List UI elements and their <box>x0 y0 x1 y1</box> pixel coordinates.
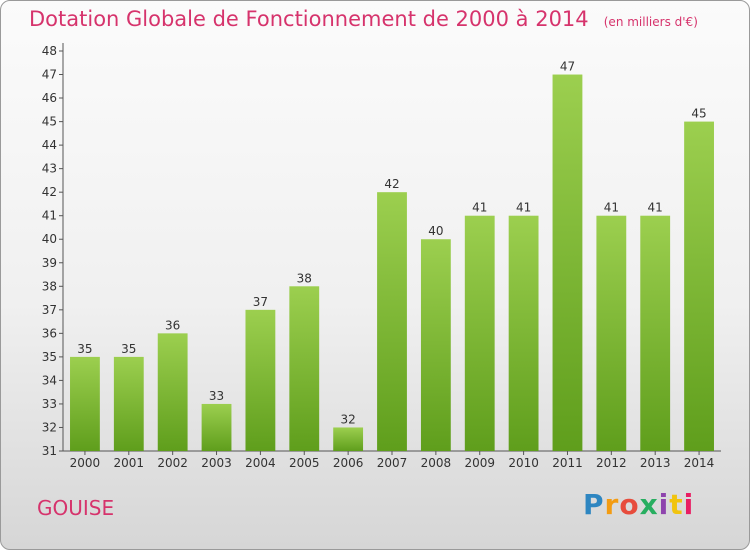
y-tick-label: 42 <box>42 185 57 199</box>
logo-letter: x <box>639 488 659 521</box>
y-tick-label: 40 <box>42 232 57 246</box>
x-tick-label: 2008 <box>421 456 452 470</box>
y-tick-label: 47 <box>42 68 57 82</box>
bar <box>640 215 671 451</box>
data-label: 41 <box>648 201 663 215</box>
chart-title: Dotation Globale de Fonctionnement de 20… <box>29 7 698 31</box>
logo-letter: o <box>619 488 640 521</box>
data-label: 37 <box>253 295 268 309</box>
title-unit: (en milliers d'€) <box>603 15 698 29</box>
y-tick-label: 38 <box>42 279 57 293</box>
bar <box>289 286 320 451</box>
title-main: Dotation Globale de Fonctionnement de 20… <box>29 7 589 31</box>
bars <box>70 74 714 452</box>
y-tick-label: 34 <box>42 373 57 387</box>
data-label: 41 <box>472 201 487 215</box>
x-tick-label: 2007 <box>377 456 408 470</box>
y-tick-label: 48 <box>42 44 57 58</box>
bar <box>113 356 144 451</box>
data-label: 40 <box>428 224 443 238</box>
logo-letter: i <box>658 488 670 521</box>
data-labels: 35 35 36 33 37 38 32 42 40 41 41 47 41 41 45 <box>77 60 706 427</box>
data-label: 36 <box>165 318 180 332</box>
commune-name: GOUISE <box>37 496 115 520</box>
bar <box>464 215 495 451</box>
bar <box>157 333 188 451</box>
bar <box>552 74 583 451</box>
bar <box>201 403 232 451</box>
bar <box>596 215 627 451</box>
logo-letter: i <box>683 488 695 521</box>
logo-letter: t <box>669 488 684 521</box>
y-tick-label: 31 <box>42 444 57 458</box>
data-label: 41 <box>516 201 531 215</box>
x-tick-label: 2014 <box>684 456 715 470</box>
logo-letter: r <box>604 488 620 521</box>
y-tick-label: 36 <box>42 326 57 340</box>
y-tick-label: 37 <box>42 303 57 317</box>
x-tick-label: 2001 <box>114 456 145 470</box>
x-tick-label: 2011 <box>552 456 583 470</box>
bar <box>420 239 451 451</box>
x-tick-label: 2006 <box>333 456 364 470</box>
bar <box>508 215 539 451</box>
x-tick-label: 2004 <box>245 456 276 470</box>
x-tick-label: 2003 <box>201 456 232 470</box>
proxiti-logo: Proxiti <box>583 488 694 521</box>
x-tick-label: 2012 <box>596 456 627 470</box>
axes: 31 32 33 34 35 36 37 38 39 40 41 42 43 44 45 46 47 48 2000… <box>42 43 721 470</box>
y-tick-label: 32 <box>42 420 57 434</box>
bar <box>245 309 276 451</box>
data-label: 32 <box>340 412 355 426</box>
x-tick-label: 2009 <box>464 456 495 470</box>
y-tick-label: 46 <box>42 91 57 105</box>
x-tick-label: 2013 <box>640 456 671 470</box>
bar <box>333 427 364 451</box>
bar <box>70 356 100 451</box>
y-tick-label: 41 <box>42 209 57 223</box>
data-label: 33 <box>209 389 224 403</box>
x-tick-label: 2002 <box>157 456 188 470</box>
y-tick-label: 43 <box>42 162 57 176</box>
data-label: 35 <box>121 342 136 356</box>
data-label: 45 <box>691 107 706 121</box>
data-label: 38 <box>297 271 312 285</box>
y-tick-label: 35 <box>42 350 57 364</box>
data-label: 41 <box>604 201 619 215</box>
x-tick-label: 2010 <box>508 456 539 470</box>
data-label: 42 <box>384 177 399 191</box>
data-label: 35 <box>77 342 92 356</box>
logo-letter: P <box>583 488 605 521</box>
x-tick-label: 2000 <box>70 456 101 470</box>
bar <box>684 121 714 452</box>
y-tick-label: 39 <box>42 256 57 270</box>
bar <box>377 192 407 452</box>
y-tick-label: 44 <box>42 138 57 152</box>
x-tick-label: 2005 <box>289 456 320 470</box>
y-tick-label: 45 <box>42 115 57 129</box>
y-tick-label: 33 <box>42 397 57 411</box>
data-label: 47 <box>560 60 575 74</box>
